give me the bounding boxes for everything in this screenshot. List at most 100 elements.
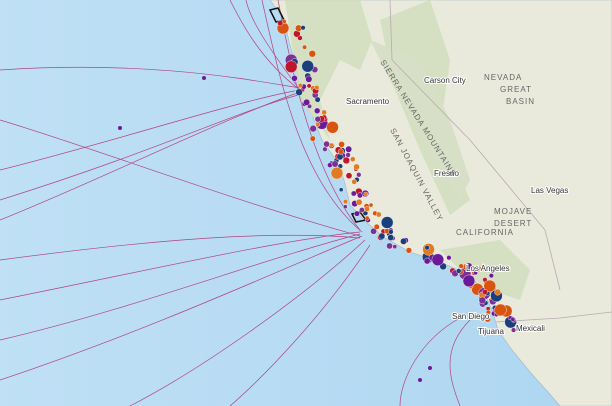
- observation-point[interactable]: [478, 296, 487, 305]
- observation-point[interactable]: [297, 83, 303, 88]
- observation-point[interactable]: [331, 160, 339, 168]
- observation-point[interactable]: [511, 327, 517, 333]
- observation-point[interactable]: [400, 237, 407, 245]
- place-label: San Diego: [452, 312, 490, 321]
- observation-point[interactable]: [302, 44, 307, 50]
- observation-point[interactable]: [303, 98, 311, 106]
- observation-point[interactable]: [494, 288, 502, 296]
- observation-point[interactable]: [386, 242, 393, 250]
- observation-point[interactable]: [368, 202, 374, 208]
- observation-point[interactable]: [388, 229, 394, 235]
- observation-point[interactable]: [350, 190, 357, 197]
- observation-point[interactable]: [483, 279, 496, 293]
- observation-point[interactable]: [345, 152, 351, 158]
- observation-point[interactable]: [373, 223, 380, 230]
- observation-point[interactable]: [485, 309, 491, 315]
- observation-point[interactable]: [392, 244, 398, 250]
- observation-point[interactable]: [342, 199, 349, 205]
- observation-point[interactable]: [418, 378, 422, 382]
- region-label: MOJAVE: [494, 207, 532, 216]
- observation-point[interactable]: [345, 145, 353, 153]
- observation-point[interactable]: [423, 257, 431, 265]
- observation-point[interactable]: [327, 162, 333, 168]
- observation-point[interactable]: [291, 75, 298, 82]
- observation-point[interactable]: [375, 211, 382, 218]
- observation-point[interactable]: [343, 204, 348, 209]
- observation-point[interactable]: [300, 25, 306, 31]
- observation-point[interactable]: [350, 156, 356, 162]
- observation-point[interactable]: [306, 83, 312, 89]
- observation-point[interactable]: [322, 146, 328, 152]
- observation-point[interactable]: [475, 265, 482, 273]
- observation-point[interactable]: [314, 107, 321, 114]
- observation-point[interactable]: [323, 140, 330, 148]
- observation-point[interactable]: [277, 20, 284, 27]
- observation-point[interactable]: [446, 255, 452, 261]
- cable-routes: [0, 0, 471, 406]
- sierra-range: [370, 40, 470, 200]
- observation-point[interactable]: [428, 366, 432, 370]
- observation-point[interactable]: [431, 253, 445, 266]
- observation-point[interactable]: [321, 109, 327, 116]
- observation-point[interactable]: [484, 315, 491, 323]
- observation-point[interactable]: [338, 141, 345, 148]
- observation-point[interactable]: [462, 274, 476, 288]
- observation-point[interactable]: [351, 179, 357, 185]
- observation-point[interactable]: [202, 76, 206, 80]
- region-label: CALIFORNIA: [456, 228, 514, 237]
- observation-point[interactable]: [353, 163, 360, 171]
- observation-point[interactable]: [488, 273, 494, 279]
- observation-point[interactable]: [494, 303, 507, 317]
- place-label: Las Vegas: [531, 186, 568, 195]
- observation-point[interactable]: [338, 187, 344, 192]
- observation-point[interactable]: [370, 227, 377, 235]
- observation-point[interactable]: [314, 85, 320, 91]
- observation-point[interactable]: [326, 121, 339, 134]
- observation-point[interactable]: [356, 172, 362, 178]
- observation-point[interactable]: [458, 263, 464, 269]
- observation-point[interactable]: [314, 116, 321, 123]
- observation-point[interactable]: [363, 191, 369, 197]
- state-border: [389, 0, 561, 291]
- region-label: GREAT: [500, 85, 532, 94]
- observation-point[interactable]: [482, 289, 488, 295]
- place-label: Fresno: [434, 169, 459, 178]
- observation-point[interactable]: [353, 210, 360, 217]
- observation-point[interactable]: [380, 216, 394, 229]
- observation-point[interactable]: [510, 317, 516, 322]
- observation-point[interactable]: [308, 50, 316, 58]
- place-label: Los Angeles: [466, 264, 510, 273]
- observation-point[interactable]: [118, 126, 122, 130]
- place-label: Sacramento: [346, 97, 390, 106]
- observation-point[interactable]: [405, 247, 412, 254]
- observation-point[interactable]: [329, 142, 334, 148]
- observation-point[interactable]: [330, 166, 344, 180]
- observation-point[interactable]: [309, 125, 317, 133]
- observation-point[interactable]: [456, 268, 462, 274]
- observation-point[interactable]: [364, 215, 370, 221]
- observation-point[interactable]: [305, 75, 313, 83]
- region-label: NEVADA: [484, 73, 522, 82]
- observation-point[interactable]: [359, 207, 365, 213]
- observation-point[interactable]: [378, 232, 386, 240]
- observation-point[interactable]: [482, 277, 488, 283]
- observation-point[interactable]: [355, 198, 363, 206]
- region-label: BASIN: [506, 97, 535, 106]
- observation-point[interactable]: [342, 156, 350, 165]
- observation-point[interactable]: [295, 88, 303, 96]
- observation-point[interactable]: [314, 96, 321, 103]
- observation-point[interactable]: [387, 234, 395, 241]
- place-label: Mexicali: [516, 324, 545, 333]
- observation-point[interactable]: [364, 206, 370, 212]
- region-label: DESERT: [494, 219, 532, 228]
- observation-point[interactable]: [315, 122, 321, 127]
- observation-point[interactable]: [424, 245, 430, 251]
- observation-point[interactable]: [465, 262, 473, 271]
- observation-point[interactable]: [285, 60, 298, 73]
- observation-point[interactable]: [301, 60, 314, 73]
- observation-point[interactable]: [337, 148, 345, 155]
- observations: [118, 19, 517, 382]
- observation-point[interactable]: [309, 135, 316, 142]
- observation-point[interactable]: [345, 172, 353, 179]
